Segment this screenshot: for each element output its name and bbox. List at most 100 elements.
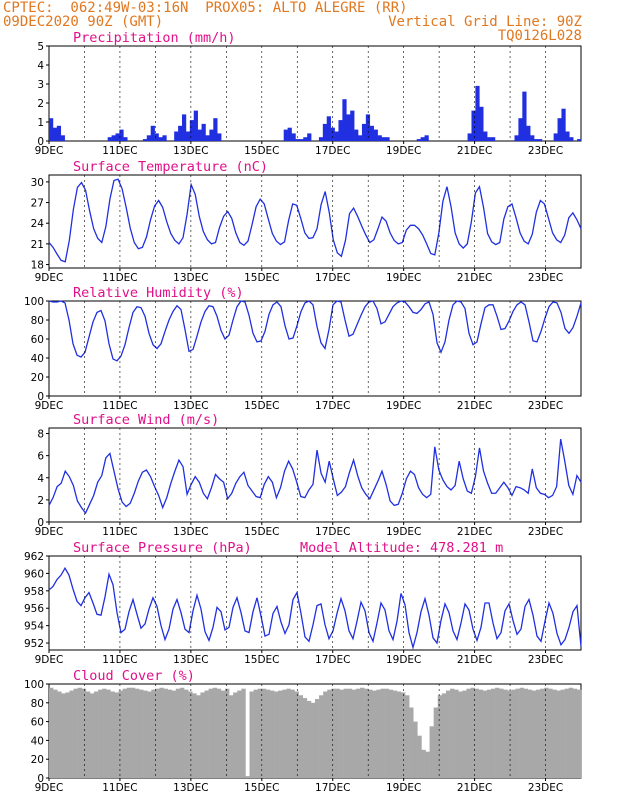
cloud-bar [568, 687, 574, 778]
wind-ytick-label: 4 [37, 473, 44, 485]
precip-bar [557, 118, 562, 141]
cloud-bar [486, 689, 492, 778]
cloud-bar [192, 693, 197, 778]
precip-bar [107, 137, 112, 141]
rh-ytick-label: 20 [31, 372, 44, 384]
cloud-bar [143, 690, 148, 778]
press-panel: 952 954 956 958 960 962 9DEC 11DEC 13DEC 15DEC 17D… [24, 540, 582, 666]
cloud-bar [421, 749, 426, 778]
temp-xtick-label: 19DEC [386, 272, 421, 284]
cloud-bar [331, 688, 336, 778]
cloud-bar [282, 689, 287, 778]
cloud-bar [208, 688, 213, 778]
cloud-bar [360, 687, 365, 778]
press-xtick-label: 9DEC [35, 654, 64, 666]
cloud-bar [261, 688, 267, 778]
precip-bar [361, 123, 367, 141]
precip-bar [326, 116, 331, 141]
cloud-bar [454, 689, 459, 778]
cloud-bar [552, 689, 557, 778]
temp-frame [48, 174, 582, 269]
precip-bar [209, 129, 214, 141]
cloud-bar [286, 688, 291, 778]
cloud-bar [98, 689, 103, 778]
cloud-bar [437, 695, 443, 778]
rh-xtick-label: 15DEC [244, 400, 279, 412]
rh-xtick-label: 11DEC [102, 400, 137, 412]
press-series-line [48, 566, 582, 650]
header-grid-line: Vertical Grid Line: 90Z [388, 14, 582, 30]
precip-bar [373, 129, 378, 141]
cloud-xtick-label: 19DEC [386, 782, 421, 794]
press-xtick-label: 23DEC [528, 654, 563, 666]
cloud-bar [155, 688, 160, 778]
rh-ytick-label: 60 [31, 334, 44, 346]
rh-xtick-label: 17DEC [315, 400, 350, 412]
precip-bar [205, 135, 210, 141]
cloud-bar [388, 689, 394, 778]
cloud-bar [204, 690, 209, 778]
cloud-bar [81, 688, 87, 778]
cloud-bar [474, 688, 479, 778]
precip-bar [526, 125, 531, 141]
press-xtick-label: 19DEC [386, 654, 421, 666]
rh-ytick-label: 80 [31, 315, 44, 327]
cloud-bar [429, 726, 434, 778]
cloud-bar [490, 688, 496, 778]
precip-bar [146, 135, 151, 141]
cloud-bar [450, 688, 455, 778]
cloud-bar [495, 687, 500, 778]
precip-bar [475, 85, 480, 141]
precip-bar [322, 123, 328, 141]
press-ytick-label: 954 [24, 621, 44, 633]
cloud-bar [122, 688, 128, 778]
cloud-bar [564, 688, 570, 778]
press-title: Surface Pressure (hPa) [73, 540, 252, 556]
cloud-bar [265, 689, 271, 778]
precip-xtick-label: 19DEC [386, 145, 421, 157]
precip-bar [213, 118, 218, 141]
temp-xtick-label: 9DEC [35, 272, 64, 284]
cloud-bar [548, 688, 553, 778]
cloud-bar [175, 688, 181, 778]
cloud-bar [458, 691, 463, 778]
cloud-bar [49, 687, 54, 778]
precip-xtick-label: 23DEC [528, 145, 563, 157]
precip-bar [201, 123, 206, 141]
cloud-bar [507, 690, 512, 778]
precip-ytick-label: 1 [37, 117, 44, 129]
precip-bar [162, 135, 167, 141]
temp-xtick-label: 21DEC [457, 272, 492, 284]
precip-bar [561, 108, 566, 141]
cloud-bar [499, 688, 504, 778]
press-ytick-label: 962 [24, 551, 44, 563]
wind-xtick-label: 11DEC [102, 526, 137, 538]
press-xtick-label: 17DEC [315, 654, 350, 666]
precip-bar [483, 131, 488, 141]
press-xtick-label: 15DEC [244, 654, 279, 666]
cloud-bar [441, 693, 447, 778]
cloud-ytick-label: 40 [31, 735, 44, 747]
precip-bar [185, 131, 191, 141]
precip-ytick-label: 5 [37, 41, 44, 53]
cloud-bar [114, 692, 119, 778]
precip-xtick-label: 21DEC [457, 145, 492, 157]
cloud-bar [556, 690, 561, 778]
press-ytick-label: 952 [24, 638, 44, 650]
cloud-bar [57, 691, 62, 778]
precip-bar [178, 125, 183, 141]
precip-bar [283, 129, 288, 141]
precip-xtick-label: 13DEC [173, 145, 208, 157]
cloud-bar [147, 691, 152, 778]
cloud-bar [433, 707, 439, 778]
cloud-bar [392, 690, 398, 778]
cloud-bar [69, 690, 74, 778]
rh-ytick-label: 0 [37, 391, 44, 403]
cloud-bar [409, 707, 414, 778]
precip-bar [287, 127, 292, 141]
precip-bar [385, 137, 390, 141]
cloud-bar [339, 689, 344, 778]
cloud-bar [315, 699, 320, 778]
cloud-bar [134, 688, 140, 778]
cloud-bar [396, 691, 402, 778]
